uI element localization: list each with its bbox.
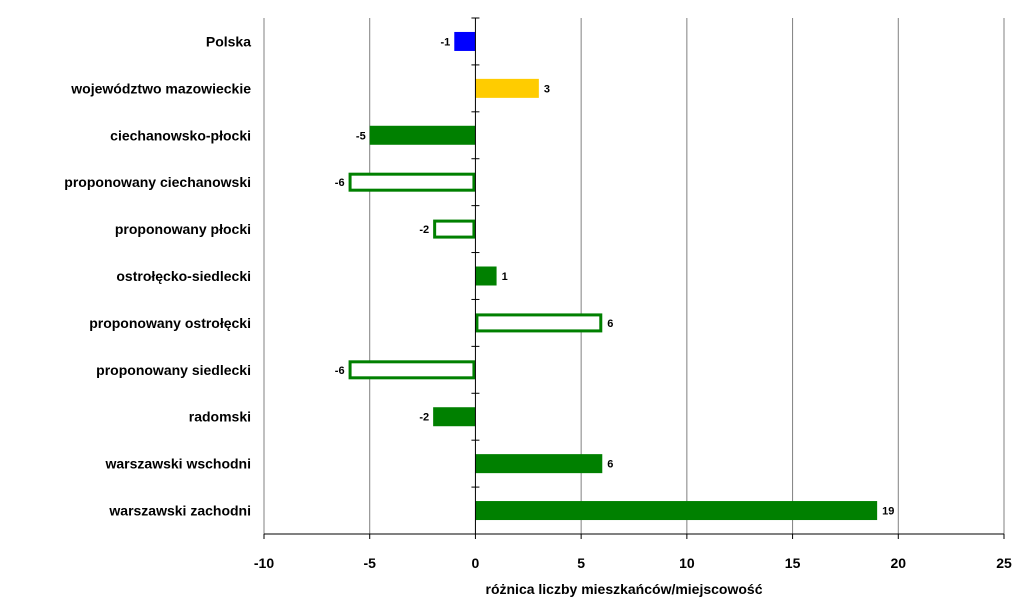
x-tick-label-5: 15 [785, 555, 801, 571]
category-label-6: proponowany ostrołęcki [89, 315, 251, 331]
category-label-2: ciechanowsko-płocki [110, 127, 251, 143]
data-label-1: 3 [544, 83, 550, 95]
data-label-2: -5 [356, 130, 366, 142]
data-label-0: -1 [441, 36, 451, 48]
category-label-1: województwo mazowieckie [70, 80, 251, 96]
category-label-9: warszawski wschodni [105, 456, 252, 472]
bar-5 [475, 266, 497, 286]
x-tick-label-2: 0 [472, 555, 480, 571]
bar-6 [475, 313, 603, 333]
data-label-6: 6 [607, 318, 613, 330]
axes [263, 17, 1005, 539]
category-label-3: proponowany ciechanowski [64, 174, 251, 190]
bar-3 [348, 172, 476, 192]
x-axis-title: różnica liczby mieszkańców/miejscowość [486, 581, 763, 597]
tick-labels: -10 -5 0 5 10 15 20 25 [254, 555, 1012, 571]
category-label-7: proponowany siedlecki [96, 362, 251, 378]
category-labels: Polska województwo mazowieckie ciechanowsk… [64, 33, 251, 518]
x-tick-label-7: 25 [996, 555, 1012, 571]
bars [348, 31, 878, 521]
bar-10 [475, 501, 878, 521]
bar-1 [475, 78, 539, 98]
bar-8 [433, 407, 476, 427]
x-tick-label-3: 5 [577, 555, 585, 571]
data-label-3: -6 [335, 177, 345, 189]
bar-2 [369, 125, 476, 145]
data-label-7: -6 [335, 365, 345, 377]
x-tick-label-0: -10 [254, 555, 274, 571]
category-label-5: ostrołęcko-siedlecki [116, 268, 251, 284]
category-label-0: Polska [206, 33, 251, 49]
data-label-10: 19 [882, 506, 894, 518]
bar-7 [348, 360, 476, 380]
bar-9 [475, 454, 603, 474]
x-tick-label-4: 10 [679, 555, 695, 571]
bar-0 [454, 31, 476, 51]
data-label-8: -2 [419, 412, 429, 424]
data-label-4: -2 [419, 224, 429, 236]
category-label-8: radomski [189, 409, 251, 425]
gridlines [263, 18, 1005, 534]
data-label-9: 6 [607, 459, 613, 471]
data-label-5: 1 [502, 271, 508, 283]
x-tick-label-6: 20 [890, 555, 906, 571]
x-tick-label-1: -5 [363, 555, 376, 571]
data-labels: -1 3 -5 -6 -2 1 6 -6 -2 6 19 [335, 36, 895, 517]
category-label-4: proponowany płocki [115, 221, 251, 237]
category-label-10: warszawski zachodni [108, 503, 251, 519]
bar-4 [433, 219, 476, 239]
